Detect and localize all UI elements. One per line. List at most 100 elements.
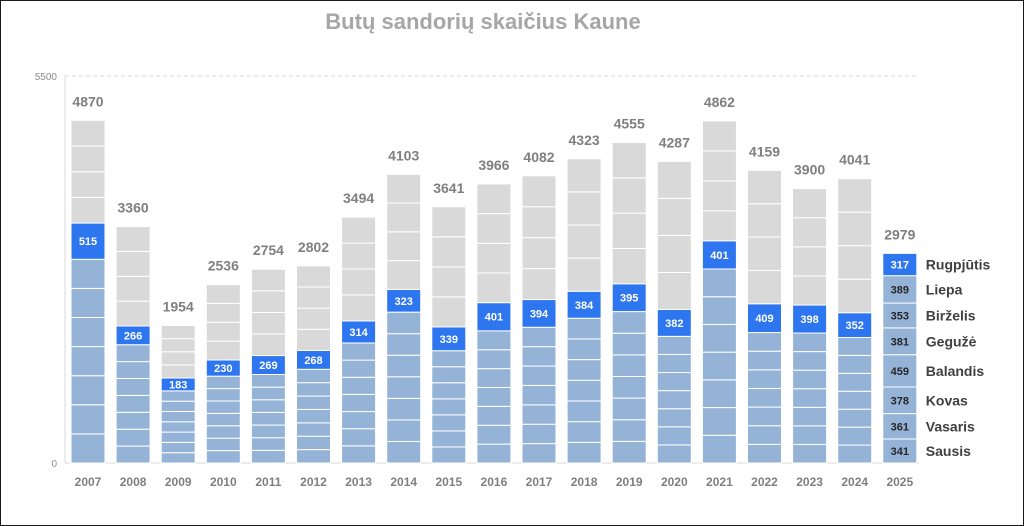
bar-segment-past (747, 332, 782, 352)
bar-segment-later (386, 173, 422, 204)
bar-segment-later (521, 237, 557, 270)
bar-segment-later (296, 328, 331, 351)
bar-segment-past (205, 375, 241, 390)
bar-segment-past (837, 354, 873, 374)
bar-segment-past (70, 316, 106, 348)
x-tick-label: 2013 (345, 475, 372, 489)
bar-segment-later (431, 266, 467, 298)
bar-segment-past (611, 354, 647, 377)
bar-segment-august (476, 302, 512, 332)
bar-segment-past (566, 400, 602, 423)
bar-segment-past (115, 394, 151, 413)
month-label: Rugpjūtis (926, 257, 991, 273)
bar-segment-past (205, 400, 241, 414)
bar-segment-later (701, 210, 737, 242)
bar-segment-later (205, 284, 241, 304)
bar-segment-later (205, 302, 241, 323)
bar-segment-past (386, 311, 422, 335)
bar-segment-past (656, 426, 692, 446)
total-label: 2536 (208, 258, 239, 274)
month-value-label: 459 (891, 366, 909, 378)
x-tick-label: 2024 (841, 475, 868, 489)
bar-segment-later (566, 257, 602, 292)
bar-segment-past (431, 366, 467, 384)
bar-segment-past (115, 445, 151, 464)
bar-segment-later (566, 224, 602, 259)
bar-segment-past (341, 376, 377, 395)
bar-segment-balandis (882, 354, 918, 388)
bar-segment-past (115, 361, 151, 380)
bar-segment-past (476, 443, 512, 464)
bar-segment-later (747, 203, 782, 238)
bar-segment-later (160, 338, 196, 353)
bar-segment-later (611, 247, 647, 285)
month-label: Liepa (926, 281, 963, 297)
bar-segment-later (115, 300, 151, 327)
bar-segment-later (476, 183, 512, 215)
august-value-label: 314 (349, 327, 368, 339)
bar-segment-later (656, 271, 692, 310)
august-value-label: 230 (214, 363, 232, 375)
bar-segment-later (611, 141, 647, 179)
total-label: 4323 (569, 132, 600, 148)
bar-segment-past (431, 430, 467, 448)
bar-segment-past (341, 445, 377, 464)
bar-segment-later (341, 242, 377, 270)
bar-segment-later (521, 175, 557, 208)
bar-segment-past (837, 372, 873, 392)
bar-segment-past (476, 405, 512, 426)
bar-segment-past (250, 437, 286, 451)
bar-segment-past (566, 421, 602, 443)
total-label: 3494 (343, 190, 374, 206)
bar-segment-past (611, 375, 647, 399)
x-tick-label: 2012 (300, 475, 327, 489)
bar-segment-past (476, 424, 512, 445)
bar-segment-later (656, 197, 692, 236)
bar-segment-august (747, 303, 782, 334)
bar-segment-past (656, 408, 692, 428)
bar-segment-later (250, 311, 286, 335)
month-value-label: 353 (891, 310, 909, 322)
x-tick-label: 2018 (571, 475, 598, 489)
august-value-label: 382 (665, 318, 683, 330)
bar-segment-past (701, 434, 737, 464)
bar-segment-past (566, 441, 602, 464)
bar-segment-past (341, 393, 377, 413)
x-tick-label: 2008 (120, 475, 147, 489)
x-tick-label: 2009 (165, 475, 192, 489)
august-value-label: 401 (485, 312, 503, 324)
bar-segment-past (160, 390, 196, 402)
total-label: 4870 (72, 93, 103, 109)
total-label: 4287 (659, 134, 690, 150)
bar-segment-past (792, 388, 828, 408)
month-label: Birželis (926, 307, 976, 323)
month-label: Balandis (926, 363, 985, 379)
bar-segment-past (611, 397, 647, 421)
bar-segment-later (115, 226, 151, 252)
bar-segment-past (431, 446, 467, 464)
bar-segment-past (341, 411, 377, 430)
bar-segment-later (837, 245, 873, 280)
bar-segment-past (701, 268, 737, 298)
total-label: 2754 (253, 242, 284, 258)
x-tick-label: 2016 (481, 475, 508, 489)
y-tick-label: 5500 (35, 72, 58, 83)
august-value-label: 401 (710, 250, 728, 262)
x-tick-label: 2015 (435, 475, 462, 489)
total-label: 4103 (388, 147, 419, 163)
bar-segment-past (476, 368, 512, 388)
bar-segment-later (792, 217, 828, 248)
bar-segment-past (160, 400, 196, 412)
bar-segment-past (701, 407, 737, 436)
bar-segment-past (611, 332, 647, 356)
bar-segment-past (296, 382, 331, 397)
bar-segment-later (747, 236, 782, 271)
bar-segment-liepa (882, 275, 918, 304)
bar-segment-past (837, 444, 873, 464)
x-tick-label: 2007 (75, 475, 102, 489)
x-tick-label: 2017 (526, 475, 553, 489)
month-value-label: 389 (891, 284, 909, 296)
month-value-label: 361 (891, 421, 909, 433)
bar-segment-later (792, 246, 828, 277)
